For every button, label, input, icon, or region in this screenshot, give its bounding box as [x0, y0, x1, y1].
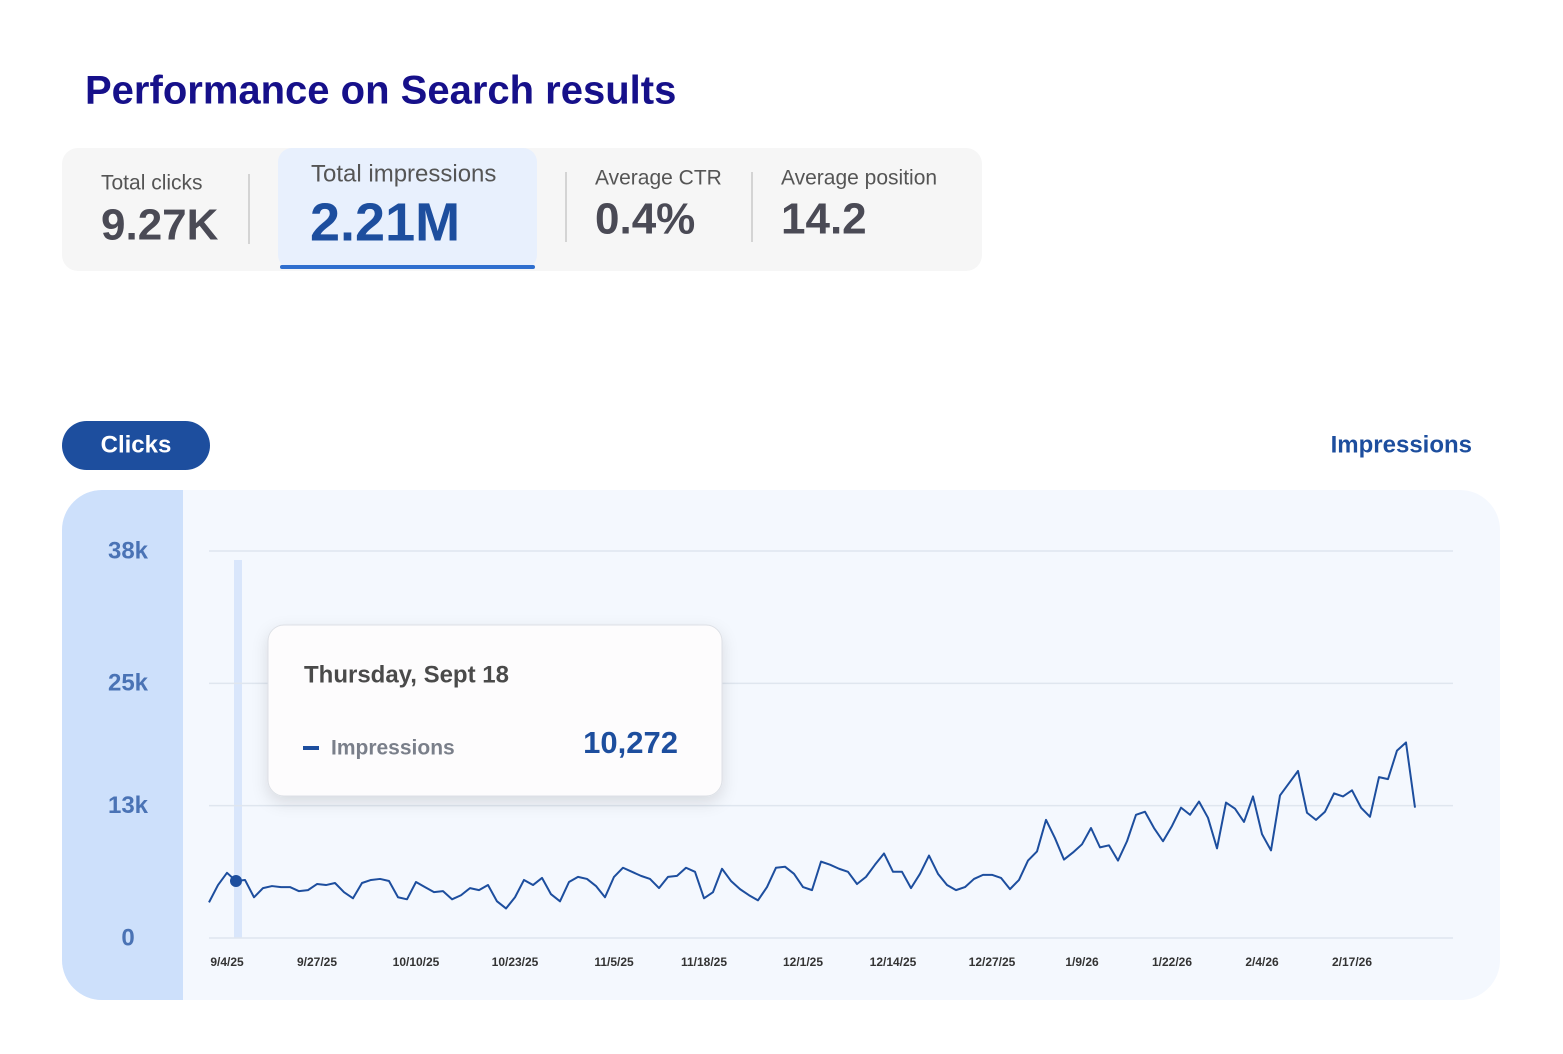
- tooltip: [267, 624, 723, 797]
- metric-value: 0.4%: [595, 195, 695, 244]
- x-tick-label: 9/4/25: [210, 955, 244, 969]
- x-tick-label: 2/17/26: [1332, 955, 1372, 969]
- page-title: Performance on Search results: [85, 69, 676, 113]
- metric-value: 9.27K: [101, 201, 219, 250]
- x-tick-label: 1/9/26: [1065, 955, 1099, 969]
- x-tick-label: 1/22/26: [1152, 955, 1192, 969]
- active-underline: [280, 265, 535, 269]
- metric-label: Average position: [781, 167, 937, 190]
- x-tick-label: 9/27/25: [297, 955, 337, 969]
- x-tick-label: 10/23/25: [492, 955, 539, 969]
- metric-value: 14.2: [781, 195, 867, 244]
- series-line: [208, 741, 1416, 910]
- y-tick-label: 0: [121, 924, 134, 951]
- y-tick-label: 25k: [108, 670, 149, 697]
- x-tick-label: 10/10/25: [393, 955, 440, 969]
- y-tick-label: 38k: [108, 537, 149, 564]
- x-tick-label: 2/4/26: [1245, 955, 1279, 969]
- metric-card-active[interactable]: [278, 148, 537, 269]
- hover-point: [230, 874, 242, 887]
- toggle-label[interactable]: Clicks: [101, 431, 172, 458]
- metric-label: Total impressions: [311, 160, 496, 187]
- tooltip-series: Impressions: [331, 737, 455, 760]
- tooltip-swatch: [303, 746, 319, 750]
- impressions-toggle[interactable]: Impressions: [1331, 431, 1472, 458]
- clicks-toggle[interactable]: [62, 421, 210, 470]
- x-tick-label: 11/5/25: [594, 955, 634, 969]
- tooltip-box: [267, 624, 723, 797]
- chart: 0 13k 25k 38k 9/4/25 9/27/25 10/10/25 10/23/25 1…: [108, 537, 1453, 969]
- metric-value: 2.21M: [310, 192, 460, 252]
- x-tick-label: 11/18/25: [681, 955, 727, 969]
- tooltip-date: Thursday, Sept 18: [304, 661, 509, 688]
- metric-label: Average CTR: [595, 167, 722, 190]
- x-tick-label: 12/1/25: [783, 955, 823, 969]
- metric-label: Total clicks: [101, 172, 203, 195]
- y-tick-label: 13k: [108, 792, 149, 819]
- y-axis-column: [62, 490, 183, 1000]
- hover-band: [234, 560, 242, 938]
- x-tick-label: 12/14/25: [870, 955, 917, 969]
- tooltip-value: 10,272: [583, 725, 678, 760]
- x-tick-label: 12/27/25: [969, 955, 1016, 969]
